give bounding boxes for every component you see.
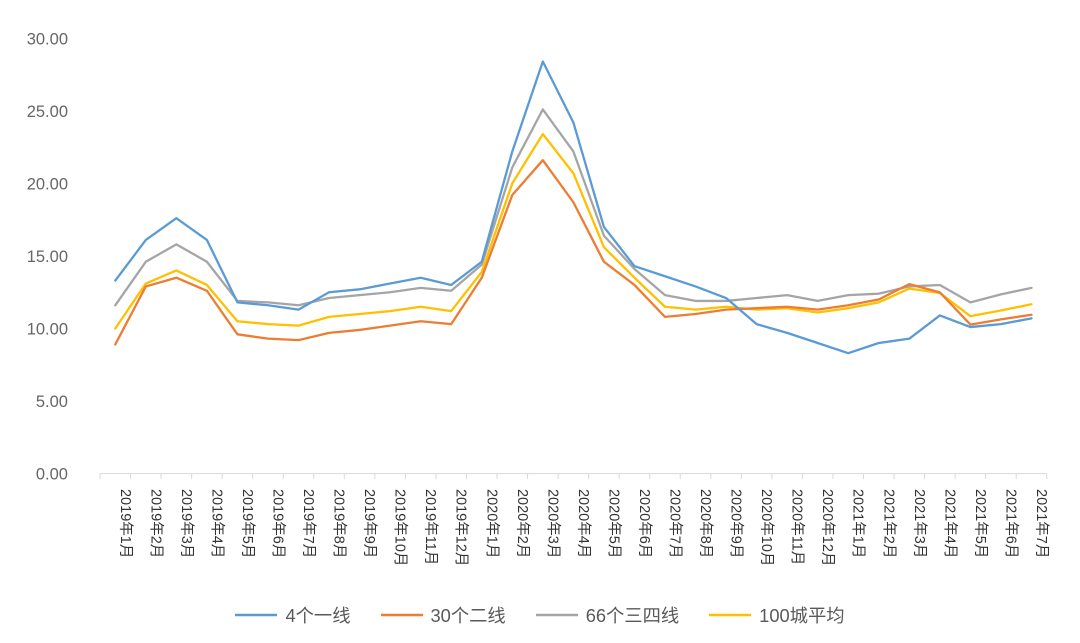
svg-text:2019年8月: 2019年8月 bbox=[331, 489, 348, 558]
svg-text:2021年4月: 2021年4月 bbox=[941, 489, 958, 558]
svg-text:0.00: 0.00 bbox=[36, 466, 68, 484]
svg-text:2019年6月: 2019年6月 bbox=[269, 489, 286, 558]
svg-text:2020年8月: 2020年8月 bbox=[697, 489, 714, 558]
svg-text:2020年7月: 2020年7月 bbox=[666, 489, 683, 558]
svg-text:2019年10月: 2019年10月 bbox=[392, 489, 409, 566]
svg-text:2020年2月: 2020年2月 bbox=[514, 489, 531, 558]
svg-text:30.00: 30.00 bbox=[27, 30, 68, 48]
svg-text:2021年1月: 2021年1月 bbox=[850, 489, 867, 558]
svg-text:2020年11月: 2020年11月 bbox=[789, 489, 806, 565]
svg-text:2021年3月: 2021年3月 bbox=[911, 489, 928, 558]
svg-text:2021年5月: 2021年5月 bbox=[972, 489, 989, 558]
svg-text:10.00: 10.00 bbox=[27, 321, 68, 339]
svg-text:2020年12月: 2020年12月 bbox=[819, 489, 836, 566]
svg-text:2020年1月: 2020年1月 bbox=[483, 489, 500, 558]
svg-text:2019年1月: 2019年1月 bbox=[117, 489, 134, 558]
svg-text:25.00: 25.00 bbox=[27, 103, 68, 121]
svg-text:2020年9月: 2020年9月 bbox=[728, 489, 745, 558]
svg-text:2019年7月: 2019年7月 bbox=[300, 489, 317, 558]
svg-text:2020年6月: 2020年6月 bbox=[636, 489, 653, 558]
svg-text:2020年10月: 2020年10月 bbox=[758, 489, 775, 566]
svg-text:2019年11月: 2019年11月 bbox=[422, 489, 439, 565]
svg-text:2021年6月: 2021年6月 bbox=[1002, 489, 1019, 558]
svg-text:2021年7月: 2021年7月 bbox=[1033, 489, 1050, 558]
svg-text:15.00: 15.00 bbox=[27, 248, 68, 266]
svg-text:2019年9月: 2019年9月 bbox=[361, 489, 378, 558]
svg-text:2020年5月: 2020年5月 bbox=[605, 489, 622, 558]
svg-text:2021年2月: 2021年2月 bbox=[880, 489, 897, 558]
svg-text:2020年4月: 2020年4月 bbox=[575, 489, 592, 558]
svg-text:2019年3月: 2019年3月 bbox=[178, 489, 195, 558]
svg-text:20.00: 20.00 bbox=[27, 175, 68, 193]
svg-text:2019年5月: 2019年5月 bbox=[239, 489, 256, 558]
svg-text:2019年4月: 2019年4月 bbox=[208, 489, 225, 558]
svg-text:5.00: 5.00 bbox=[36, 393, 68, 411]
svg-text:2020年3月: 2020年3月 bbox=[544, 489, 561, 558]
svg-text:2019年12月: 2019年12月 bbox=[453, 489, 470, 566]
svg-text:2019年2月: 2019年2月 bbox=[147, 489, 164, 558]
